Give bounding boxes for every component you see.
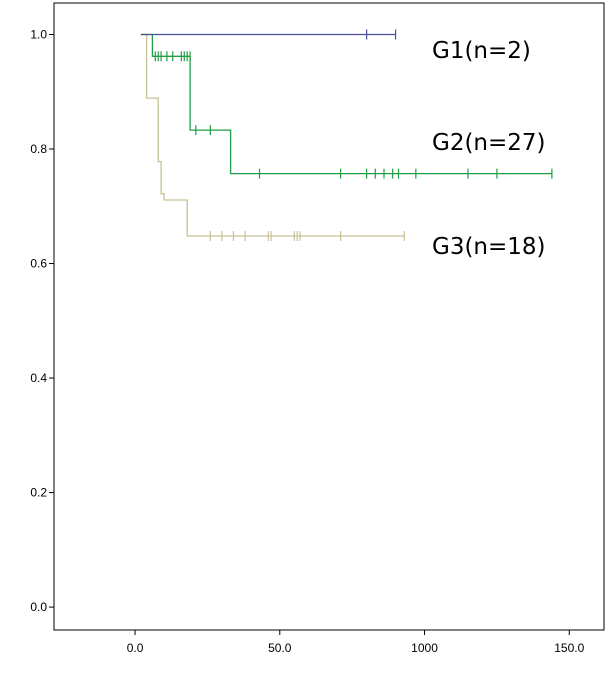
y-tick-label-4: 0.8 bbox=[30, 142, 47, 156]
x-tick-label-0: 0.0 bbox=[127, 641, 144, 655]
series-label-g2: G2(n=27) bbox=[432, 130, 546, 156]
plot-frame bbox=[53, 2, 605, 631]
series-layer bbox=[140, 29, 553, 242]
y-tick-label-5: 1.0 bbox=[30, 27, 47, 41]
series-g2-line bbox=[140, 33, 552, 175]
x-tick-label-2: 1000 bbox=[411, 641, 438, 655]
y-tick-label-2: 0.4 bbox=[30, 371, 47, 385]
y-tick-label-1: 0.2 bbox=[30, 486, 47, 500]
series-labels: G1(n=2) G2(n=27) G3(n=18) bbox=[432, 38, 546, 260]
series-g1 bbox=[140, 29, 397, 40]
x-axis: 0.0 50.0 1000 150.0 bbox=[127, 630, 585, 655]
series-label-g1: G1(n=2) bbox=[432, 38, 531, 64]
series-g2 bbox=[140, 33, 553, 179]
y-tick-label-3: 0.6 bbox=[30, 257, 47, 271]
x-tick-label-1: 50.0 bbox=[268, 641, 292, 655]
series-g3 bbox=[140, 33, 405, 242]
y-axis: 0.0 0.2 0.4 0.6 0.8 1.0 bbox=[30, 27, 54, 614]
y-tick-label-0: 0.0 bbox=[30, 600, 47, 614]
series-g3-line bbox=[140, 33, 405, 237]
series-label-g3: G3(n=18) bbox=[432, 234, 546, 260]
x-tick-label-3: 150.0 bbox=[554, 641, 584, 655]
